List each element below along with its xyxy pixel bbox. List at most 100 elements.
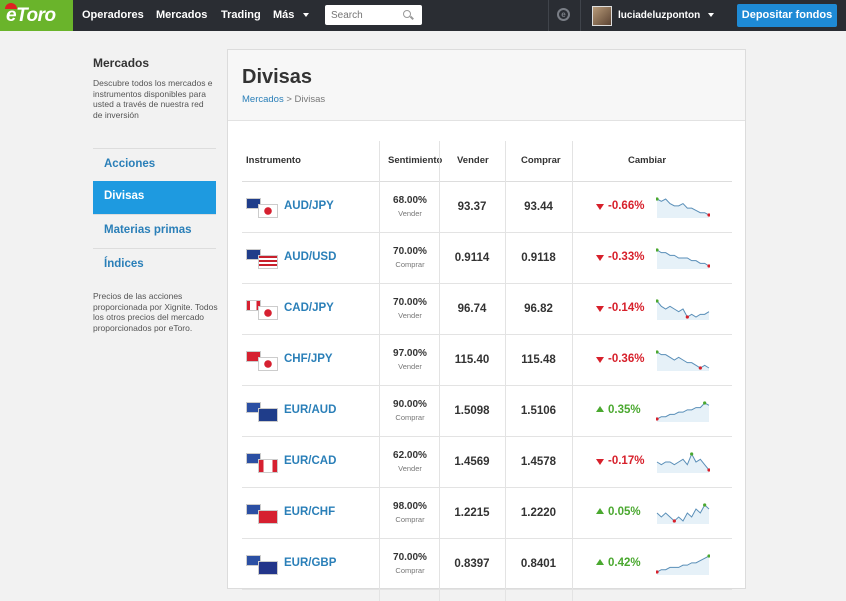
- sparkline-marker: [656, 417, 659, 421]
- table-row[interactable]: EUR/GBP 70.00% Comprar 0.8397 0.8401 0.42%: [242, 539, 732, 590]
- sell-price-button[interactable]: 93.37: [457, 201, 487, 213]
- main-panel: Divisas Mercados > Divisas Instrumento S…: [227, 49, 746, 601]
- arrow-up-icon: [596, 406, 604, 412]
- sparkline-marker: [656, 299, 659, 303]
- au-flag-icon: [246, 198, 261, 209]
- change-percent: -0.33%: [608, 251, 645, 263]
- buy-price-button[interactable]: 0.9118: [521, 252, 556, 264]
- instrument-link[interactable]: EUR/GBP: [284, 557, 337, 569]
- column-header-cambiar[interactable]: Cambiar: [628, 155, 667, 166]
- instrument-link[interactable]: CAD/JPY: [284, 302, 334, 314]
- table-row[interactable]: EUR/AUD 90.00% Comprar 1.5098 1.5106 0.35%: [242, 386, 732, 437]
- change-percent: 0.35%: [608, 404, 641, 416]
- sentiment-label: Comprar: [395, 260, 425, 269]
- sentiment-percent: 70.00%: [393, 297, 427, 308]
- instrument-link[interactable]: EUR/AUD: [284, 404, 337, 416]
- table-row[interactable]: EUR/CHF 98.00% Comprar 1.2215 1.2220 0.05%: [242, 488, 732, 539]
- nav-mas[interactable]: Más: [273, 9, 295, 21]
- sell-price-button[interactable]: 115.40: [454, 354, 490, 366]
- arrow-down-icon: [596, 255, 604, 261]
- sentiment-label: Vender: [398, 464, 422, 473]
- column-header-instrumento[interactable]: Instrumento: [246, 155, 301, 166]
- sparkline-chart: [656, 248, 710, 269]
- sidebar-item-divisas[interactable]: Divisas: [93, 181, 216, 214]
- nav-trading[interactable]: Trading: [221, 9, 261, 21]
- buy-price-button[interactable]: 96.82: [524, 303, 553, 315]
- buy-price-button[interactable]: 93.44: [524, 201, 553, 213]
- sidebar-item-acciones[interactable]: Acciones: [93, 148, 216, 181]
- eu-flag-icon: [246, 555, 261, 566]
- etoro-icon[interactable]: e: [557, 8, 570, 21]
- ch-flag-icon: [246, 351, 261, 362]
- column-divider: [505, 141, 506, 601]
- sidebar-item-indices[interactable]: Índices: [93, 248, 216, 281]
- sparkline-chart: [656, 197, 710, 218]
- sell-price-button[interactable]: 1.2215: [454, 507, 490, 519]
- sparkline-area: [657, 454, 709, 473]
- table-row[interactable]: AUD/USD 70.00% Comprar 0.9114 0.9118 -0.33%: [242, 233, 732, 284]
- column-header-sentimiento[interactable]: Sentimiento: [388, 155, 443, 166]
- sparkline-marker: [690, 452, 694, 456]
- sidebar-item-label: Materias primas: [104, 224, 192, 236]
- sparkline-chart: [656, 452, 710, 473]
- sidebar-item-materias-primas[interactable]: Materias primas: [93, 214, 216, 247]
- instrument-link[interactable]: EUR/CHF: [284, 506, 336, 518]
- sparkline-marker: [707, 213, 710, 217]
- change-percent: -0.66%: [608, 200, 645, 212]
- buy-price-button[interactable]: 0.8401: [520, 558, 557, 570]
- sparkline-area: [657, 199, 709, 218]
- buy-price-button[interactable]: 1.2220: [520, 507, 557, 519]
- breadcrumb-link-mercados[interactable]: Mercados: [242, 94, 284, 105]
- breadcrumb: Mercados > Divisas: [242, 94, 325, 105]
- ch-flag-icon: [258, 510, 278, 524]
- instrument-link[interactable]: AUD/USD: [284, 251, 337, 263]
- table-row[interactable]: AUD/JPY 68.00% Vender 93.37 93.44 -0.66%: [242, 182, 732, 233]
- username[interactable]: luciadeluzponton: [618, 10, 701, 21]
- arrow-down-icon: [596, 306, 604, 312]
- instrument-link[interactable]: CHF/JPY: [284, 353, 333, 365]
- sentiment-label: Comprar: [395, 515, 425, 524]
- arrow-up-icon: [596, 559, 604, 565]
- buy-price-button[interactable]: 115.48: [521, 354, 556, 366]
- change-percent: -0.36%: [608, 353, 645, 365]
- sell-price-button[interactable]: 1.5098: [454, 405, 490, 417]
- user-menu-chevron-down-icon[interactable]: [708, 13, 714, 17]
- buy-price-button[interactable]: 1.5106: [520, 405, 557, 417]
- sparkline-marker: [707, 264, 710, 268]
- deposit-button[interactable]: Depositar fondos: [737, 4, 837, 27]
- gb-flag-icon: [258, 561, 278, 575]
- change-percent: -0.14%: [608, 302, 645, 314]
- avatar[interactable]: [592, 6, 612, 26]
- sparkline-marker: [685, 315, 689, 319]
- sell-price-button[interactable]: 1.4569: [454, 456, 490, 468]
- search-icon[interactable]: [403, 10, 411, 18]
- sparkline-marker: [672, 519, 676, 523]
- nav-operadores[interactable]: Operadores: [82, 9, 144, 21]
- sentiment-percent: 68.00%: [393, 195, 427, 206]
- sell-price-button[interactable]: 0.8397: [454, 558, 490, 570]
- sidebar-item-label: Índices: [104, 258, 144, 270]
- sell-price-button[interactable]: 96.74: [457, 303, 487, 315]
- table-row[interactable]: CHF/JPY 97.00% Vender 115.40 115.48 -0.36%: [242, 335, 732, 386]
- divider: [548, 0, 549, 31]
- search-input[interactable]: [329, 7, 403, 24]
- table-row[interactable]: EUR/CAD 62.00% Vender 1.4569 1.4578 -0.17%: [242, 437, 732, 488]
- column-header-comprar[interactable]: Comprar: [521, 155, 561, 166]
- sell-price-button[interactable]: 0.9114: [454, 252, 490, 264]
- sparkline-marker: [656, 350, 659, 354]
- buy-price-button[interactable]: 1.4578: [520, 456, 557, 468]
- chevron-down-icon[interactable]: [303, 13, 309, 17]
- nav-mercados[interactable]: Mercados: [156, 9, 208, 21]
- instrument-link[interactable]: AUD/JPY: [284, 200, 334, 212]
- sparkline-chart: [656, 503, 710, 524]
- etoro-logo[interactable]: eToro: [0, 0, 73, 31]
- search-box[interactable]: [325, 5, 422, 25]
- column-header-vender[interactable]: Vender: [457, 155, 489, 166]
- sentiment-label: Comprar: [395, 566, 425, 575]
- sparkline-line: [656, 198, 710, 216]
- sidebar-item-label: Divisas: [104, 190, 145, 202]
- sparkline-area: [657, 301, 709, 320]
- instrument-link[interactable]: EUR/CAD: [284, 455, 337, 467]
- eu-flag-icon: [246, 453, 261, 464]
- table-row[interactable]: CAD/JPY 70.00% Vender 96.74 96.82 -0.14%: [242, 284, 732, 335]
